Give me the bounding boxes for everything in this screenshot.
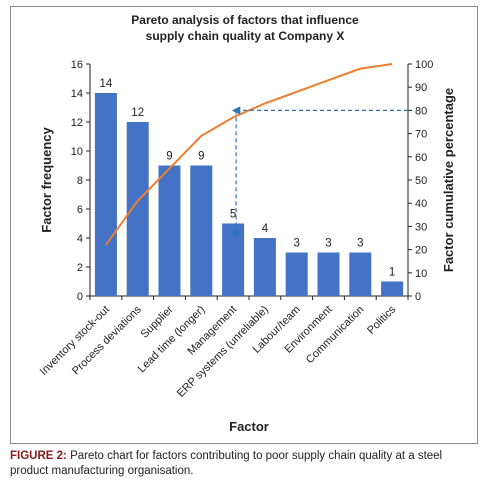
y-tick-label: 12 (71, 117, 83, 129)
y2-tick-label: 40 (415, 198, 427, 210)
data-label: 5 (230, 209, 236, 221)
chart-title-line: supply chain quality at Company X (146, 29, 345, 43)
y-tick-label: 10 (71, 146, 83, 158)
bar (222, 223, 245, 296)
data-label: 3 (325, 238, 331, 250)
y2-tick-label: 60 (415, 152, 427, 164)
data-label: 3 (293, 238, 299, 250)
bar (349, 252, 372, 296)
y-tick-label: 2 (77, 262, 83, 274)
bar (381, 281, 404, 296)
caption-text: Pareto chart for factors contributing to… (10, 450, 443, 477)
chart-axes: 02468101214160102030405060708090100Facto… (39, 59, 456, 434)
pareto-chart: Pareto analysis of factors that influenc… (38, 13, 456, 434)
y-tick-label: 4 (77, 233, 83, 245)
y2-tick-label: 0 (415, 291, 421, 303)
figure-frame: Pareto analysis of factors that influenc… (10, 6, 478, 444)
bar (317, 252, 340, 296)
y2-tick-label: 90 (415, 82, 427, 94)
cumulative-line (105, 63, 393, 246)
bar (190, 165, 213, 296)
y-tick-label: 0 (77, 291, 83, 303)
y2-tick-label: 70 (415, 129, 427, 141)
bar (126, 122, 149, 296)
y-tick-label: 16 (71, 59, 83, 71)
data-label: 3 (357, 238, 363, 250)
x-tick-label: Communication (304, 304, 367, 367)
caption-label: FIGURE 2: (10, 450, 67, 462)
y2-tick-label: 10 (415, 268, 427, 280)
y2-axis-title: Factor cumulative percentage (441, 88, 456, 272)
data-label: 9 (166, 151, 172, 163)
cumulative-line-series (105, 63, 393, 246)
bar (253, 238, 276, 296)
y2-tick-label: 50 (415, 175, 427, 187)
bar (158, 165, 181, 296)
y-axis-title: Factor frequency (39, 126, 54, 232)
y2-tick-label: 30 (415, 221, 427, 233)
chart-title: Pareto analysis of factors that influenc… (131, 13, 359, 43)
x-tick-label: Politics (365, 303, 398, 336)
y-tick-label: 14 (71, 88, 83, 100)
chart-title-line: Pareto analysis of factors that influenc… (131, 13, 359, 27)
y-tick-label: 6 (77, 204, 83, 216)
data-label: 14 (100, 78, 113, 90)
bar-series (94, 93, 404, 296)
y-tick-label: 8 (77, 175, 83, 187)
data-label: 12 (131, 107, 144, 119)
y2-tick-label: 20 (415, 245, 427, 257)
x-axis-title: Factor (229, 419, 269, 434)
y2-tick-label: 100 (415, 59, 433, 71)
data-label: 1 (389, 267, 395, 279)
figure-caption: FIGURE 2: Pareto chart for factors contr… (10, 449, 480, 479)
y2-tick-label: 80 (415, 105, 427, 117)
data-labels: 14 12 9 9 5 4 3 3 3 1 (100, 78, 396, 279)
data-label: 9 (198, 151, 204, 163)
bar (94, 93, 117, 296)
data-label: 4 (262, 223, 269, 235)
bar (285, 252, 308, 296)
annotation-arrow (231, 106, 408, 240)
